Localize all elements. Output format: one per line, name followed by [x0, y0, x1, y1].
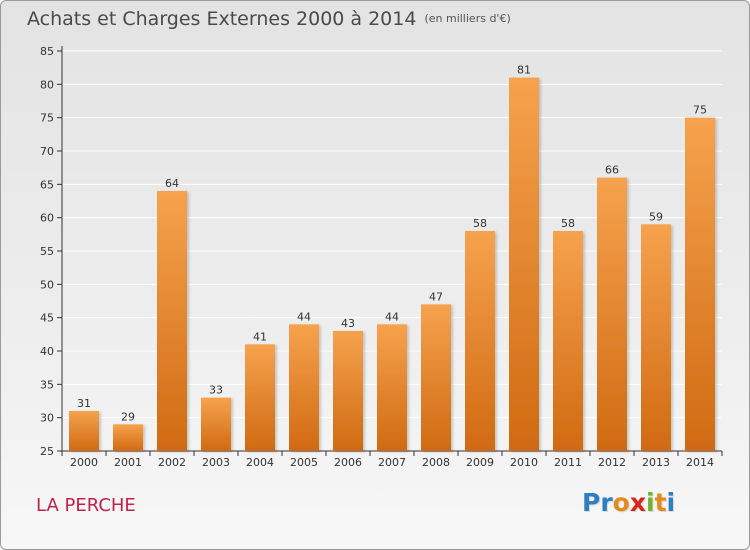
data-label: 44 — [297, 310, 311, 323]
data-label: 41 — [253, 330, 267, 343]
y-tick-label: 45 — [40, 312, 54, 325]
x-tick-label: 2012 — [598, 456, 626, 469]
x-tick-label: 2004 — [246, 456, 274, 469]
bar-2006 — [333, 331, 363, 451]
data-labels: 31 29 64 33 41 44 43 44 47 58 81 58 66 59 75 — [77, 64, 707, 424]
data-label: 64 — [165, 177, 179, 190]
bar-2007 — [377, 324, 407, 451]
bar-2013 — [641, 224, 671, 451]
y-tick-label: 70 — [40, 145, 54, 158]
y-tick-label: 85 — [40, 45, 54, 58]
chart-subtitle: (en milliers d'€) — [424, 12, 511, 25]
bar-2014 — [685, 117, 715, 452]
logo-letter: i — [666, 488, 676, 517]
bar-2008 — [421, 304, 451, 451]
x-tick-label: 2007 — [378, 456, 406, 469]
logo-letter: r — [600, 488, 613, 517]
bar-2000 — [69, 411, 99, 451]
bars — [69, 77, 715, 452]
x-tick-label: 2014 — [686, 456, 714, 469]
data-label: 43 — [341, 317, 355, 330]
y-tick-label: 65 — [40, 178, 54, 191]
data-label: 31 — [77, 397, 91, 410]
chart-title: Achats et Charges Externes 2000 à 2014 (e… — [27, 8, 511, 30]
x-tick-label: 2005 — [290, 456, 318, 469]
bar-2002 — [157, 191, 187, 451]
x-tick-label: 2008 — [422, 456, 450, 469]
data-label: 44 — [385, 310, 399, 323]
y-tick-label: 80 — [40, 78, 54, 91]
bar-2009 — [465, 231, 495, 451]
bar-2012 — [597, 177, 627, 451]
bar-2003 — [201, 397, 231, 451]
data-label: 47 — [429, 290, 443, 303]
bar-2001 — [113, 424, 143, 451]
y-tick-label: 60 — [40, 212, 54, 225]
x-tick-label: 2011 — [554, 456, 582, 469]
x-tick-label: 2010 — [510, 456, 538, 469]
bar-2010 — [509, 77, 539, 452]
y-tick-label: 75 — [40, 112, 54, 125]
bar-2005 — [289, 324, 319, 451]
logo-letter: o — [612, 488, 630, 517]
y-tick-label: 25 — [40, 445, 54, 458]
y-tick-label: 30 — [40, 412, 54, 425]
data-label: 29 — [121, 410, 135, 423]
x-tick-label: 2002 — [158, 456, 186, 469]
data-label: 58 — [561, 217, 575, 230]
y-tick-label: 40 — [40, 345, 54, 358]
data-label: 33 — [209, 384, 223, 397]
bar-2004 — [245, 344, 275, 451]
data-label: 59 — [649, 210, 663, 223]
proxiti-logo[interactable]: Proxiti — [582, 488, 675, 517]
y-tick-label: 35 — [40, 378, 54, 391]
bar-2011 — [553, 231, 583, 451]
data-label: 58 — [473, 217, 487, 230]
x-tick-label: 2003 — [202, 456, 230, 469]
x-tick-label: 2013 — [642, 456, 670, 469]
data-label: 75 — [693, 104, 707, 117]
data-label: 81 — [517, 64, 531, 77]
logo-letter: x — [629, 488, 646, 517]
x-tick-label: 2006 — [334, 456, 362, 469]
data-label: 66 — [605, 164, 619, 177]
y-tick-label: 50 — [40, 278, 54, 291]
chart-title-text: Achats et Charges Externes 2000 à 2014 — [27, 8, 417, 30]
x-tick-label: 2000 — [70, 456, 98, 469]
x-tick-label: 2001 — [114, 456, 142, 469]
commune-name: LA PERCHE — [36, 495, 136, 516]
logo-letter: P — [582, 488, 601, 517]
x-tick-label: 2009 — [466, 456, 494, 469]
logo-letter: t — [654, 488, 667, 517]
logo-letter: i — [646, 488, 655, 517]
y-tick-label: 55 — [40, 245, 54, 258]
